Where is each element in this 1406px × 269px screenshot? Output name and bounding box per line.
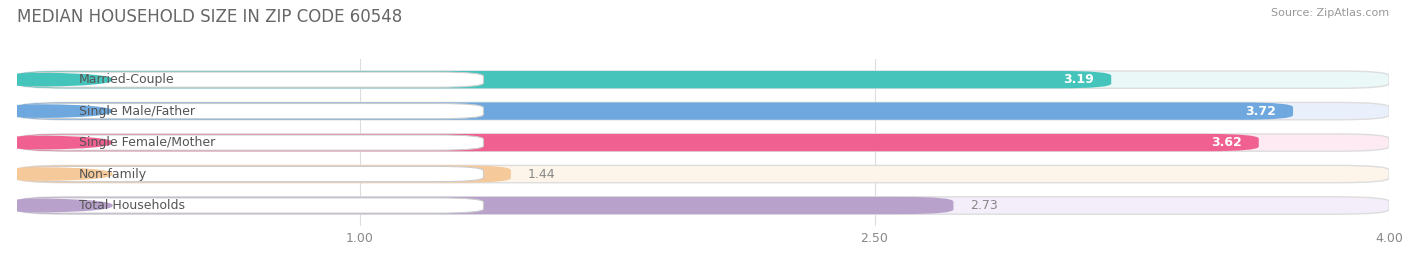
Circle shape <box>0 199 112 211</box>
FancyBboxPatch shape <box>17 165 510 183</box>
FancyBboxPatch shape <box>17 102 1294 120</box>
Circle shape <box>0 74 112 86</box>
Text: Married-Couple: Married-Couple <box>79 73 174 86</box>
Text: Total Households: Total Households <box>79 199 184 212</box>
Text: 3.72: 3.72 <box>1246 105 1275 118</box>
FancyBboxPatch shape <box>17 102 1389 120</box>
Text: 2.73: 2.73 <box>970 199 998 212</box>
Circle shape <box>0 168 112 180</box>
FancyBboxPatch shape <box>20 135 484 150</box>
FancyBboxPatch shape <box>20 198 484 213</box>
FancyBboxPatch shape <box>17 197 953 214</box>
Text: Single Female/Mother: Single Female/Mother <box>79 136 215 149</box>
FancyBboxPatch shape <box>20 167 484 182</box>
Circle shape <box>0 105 112 117</box>
FancyBboxPatch shape <box>20 104 484 119</box>
FancyBboxPatch shape <box>17 165 1389 183</box>
FancyBboxPatch shape <box>17 71 1389 88</box>
FancyBboxPatch shape <box>17 134 1258 151</box>
FancyBboxPatch shape <box>17 134 1389 151</box>
Text: MEDIAN HOUSEHOLD SIZE IN ZIP CODE 60548: MEDIAN HOUSEHOLD SIZE IN ZIP CODE 60548 <box>17 8 402 26</box>
Text: 3.19: 3.19 <box>1063 73 1094 86</box>
Text: 1.44: 1.44 <box>529 168 555 180</box>
Text: 3.62: 3.62 <box>1211 136 1241 149</box>
Text: Single Male/Father: Single Male/Father <box>79 105 194 118</box>
FancyBboxPatch shape <box>17 71 1111 88</box>
FancyBboxPatch shape <box>17 197 1389 214</box>
Text: Source: ZipAtlas.com: Source: ZipAtlas.com <box>1271 8 1389 18</box>
FancyBboxPatch shape <box>20 72 484 87</box>
Text: Non-family: Non-family <box>79 168 146 180</box>
Circle shape <box>0 136 112 149</box>
